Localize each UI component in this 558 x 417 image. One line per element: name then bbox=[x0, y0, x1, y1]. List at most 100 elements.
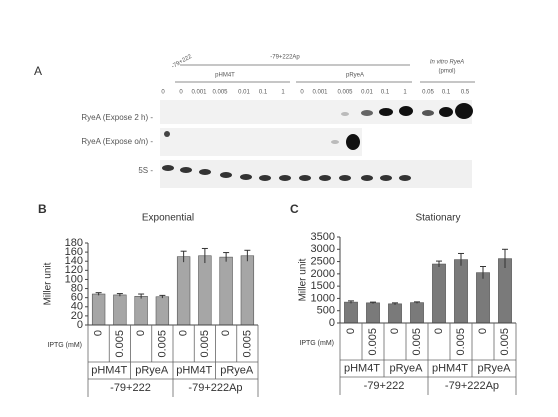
panel-letter: C bbox=[290, 202, 299, 216]
x-tick-label: 0 bbox=[477, 328, 489, 334]
lane-label: 0.01 bbox=[361, 90, 373, 96]
y-tick-label: 80 bbox=[71, 282, 83, 294]
x-axis-label: IPTG (mM) bbox=[299, 340, 334, 347]
y-tick-label: 120 bbox=[65, 264, 83, 276]
x-tick-label: 0.005 bbox=[114, 330, 126, 358]
bar bbox=[155, 296, 170, 326]
group-label: pHM4T bbox=[344, 362, 380, 374]
error-bar bbox=[502, 248, 508, 268]
error-bar bbox=[201, 247, 208, 264]
group-label: pRyeA bbox=[135, 364, 169, 376]
bar bbox=[410, 302, 424, 324]
y-tick-label: 60 bbox=[71, 292, 83, 304]
y-axis-label: Miller unit bbox=[43, 262, 54, 305]
in-vitro-unit: (pmol) bbox=[438, 69, 455, 75]
bar bbox=[344, 301, 358, 324]
y-tick-label: 140 bbox=[65, 255, 83, 267]
bar bbox=[134, 295, 148, 326]
bar bbox=[476, 272, 490, 324]
blot bbox=[160, 100, 472, 124]
lane-label: 0.005 bbox=[212, 90, 228, 96]
plasmid-label: pRyeA bbox=[346, 73, 364, 79]
error-bar bbox=[370, 301, 376, 304]
blot bbox=[160, 160, 472, 188]
in-vitro-label: In vitro RyeA bbox=[430, 60, 464, 66]
group-label: pRyeA bbox=[389, 362, 423, 374]
bar bbox=[432, 263, 446, 324]
plasmid-label: pHM4T bbox=[215, 73, 235, 79]
bar bbox=[366, 302, 380, 324]
error-bar bbox=[436, 260, 442, 267]
bar bbox=[219, 256, 233, 326]
y-tick-label: 1500 bbox=[311, 280, 335, 292]
y-tick-label: 40 bbox=[71, 301, 83, 313]
bar bbox=[388, 303, 402, 324]
group-label: pRyeA bbox=[477, 362, 511, 374]
y-tick-label: 100 bbox=[65, 273, 83, 285]
error-bar bbox=[480, 265, 486, 279]
error-bar bbox=[116, 293, 123, 297]
y-tick-label: 3000 bbox=[311, 243, 335, 255]
bar bbox=[176, 256, 191, 326]
group-label: pHM4T bbox=[176, 364, 212, 376]
x-tick-label: 0.005 bbox=[367, 328, 379, 356]
lane-label: 0 bbox=[179, 90, 183, 96]
y-tick-label: 20 bbox=[71, 310, 83, 322]
group-label: pHM4T bbox=[91, 364, 127, 376]
bar bbox=[498, 258, 512, 324]
y-tick-label: 0 bbox=[329, 317, 335, 329]
y-tick-label: 2500 bbox=[311, 255, 335, 267]
lane-label: 0.1 bbox=[259, 90, 268, 96]
panel-letter: B bbox=[38, 202, 47, 216]
x-tick-label: 0 bbox=[135, 330, 147, 336]
lane-label: 0.001 bbox=[312, 90, 328, 96]
chart-title: Stationary bbox=[415, 213, 460, 224]
y-tick-label: 1000 bbox=[311, 292, 335, 304]
lane-group-label: -79+222Ap bbox=[270, 55, 300, 61]
lane-label: 0.1 bbox=[381, 90, 390, 96]
bar bbox=[240, 255, 255, 326]
bands bbox=[162, 103, 473, 181]
lane-label: 0 bbox=[161, 90, 165, 96]
chart-title: Exponential bbox=[142, 213, 194, 224]
error-bar bbox=[458, 252, 464, 266]
lane-label: 0.01 bbox=[238, 90, 250, 96]
lane-label: 0.5 bbox=[461, 90, 470, 96]
bar bbox=[198, 255, 212, 326]
error-bar bbox=[244, 249, 251, 262]
lane-label: 0.001 bbox=[191, 90, 207, 96]
lane-label: 0 bbox=[300, 90, 304, 96]
group-label: pHM4T bbox=[432, 362, 468, 374]
y-axis-label: Miller unit bbox=[298, 258, 309, 301]
supergroup-label: -79+222 bbox=[364, 380, 405, 392]
x-tick-label: 0.005 bbox=[499, 328, 511, 356]
bar bbox=[454, 259, 468, 324]
x-tick-label: 0 bbox=[345, 328, 357, 334]
lane-label: 1 bbox=[403, 90, 407, 96]
x-tick-label: 0.005 bbox=[411, 328, 423, 356]
row-label: RyeA (Expose o/n) - bbox=[81, 137, 153, 146]
supergroup-label: -79+222Ap bbox=[445, 380, 499, 392]
row-label: 5S - bbox=[138, 166, 153, 175]
bar bbox=[91, 293, 106, 326]
x-tick-label: 0 bbox=[178, 330, 190, 336]
error-bar bbox=[223, 252, 230, 262]
error-bar bbox=[95, 292, 102, 296]
lane-label: 0.05 bbox=[422, 90, 434, 96]
blot bbox=[160, 128, 362, 156]
x-tick-label: 0 bbox=[389, 328, 401, 334]
lane-label: 1 bbox=[281, 90, 285, 96]
y-tick-label: 500 bbox=[317, 305, 335, 317]
y-tick-label: 2000 bbox=[311, 268, 335, 280]
x-tick-label: 0 bbox=[93, 330, 105, 336]
panel-letter: A bbox=[34, 64, 42, 78]
lane-group-label: -79+222 bbox=[171, 53, 194, 70]
y-tick-label: 3500 bbox=[311, 231, 335, 243]
row-label: RyeA (Expose 2 h) - bbox=[81, 113, 153, 122]
y-tick-label: 160 bbox=[65, 246, 83, 258]
x-tick-label: 0 bbox=[433, 328, 445, 334]
supergroup-label: -79+222 bbox=[110, 382, 151, 394]
group-label: pRyeA bbox=[220, 364, 254, 376]
x-tick-label: 0.005 bbox=[241, 330, 253, 358]
